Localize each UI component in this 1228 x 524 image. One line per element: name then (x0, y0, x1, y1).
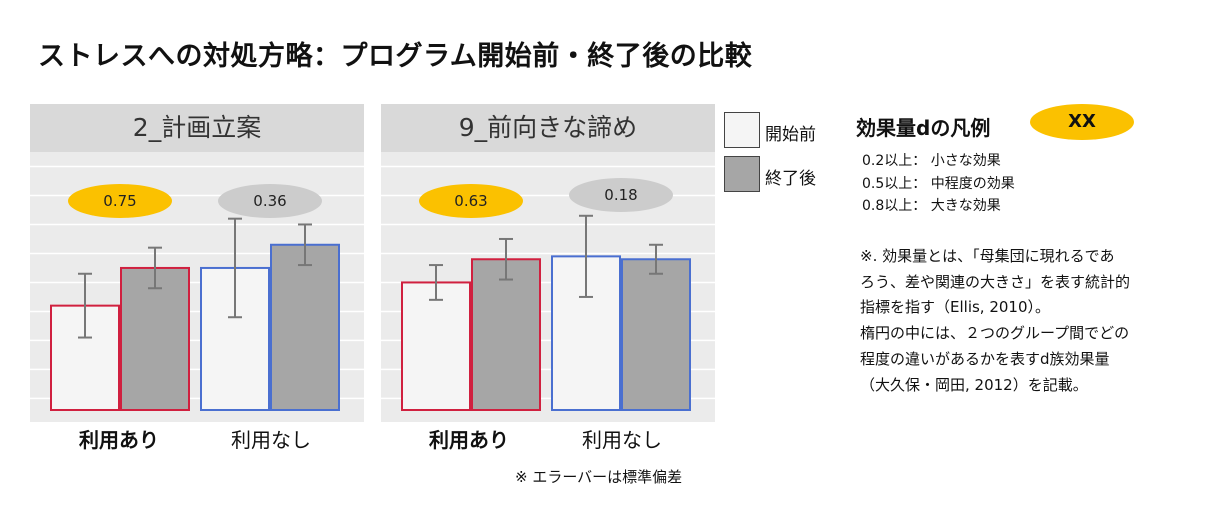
chart-panel-resignation: 9_前向きな諦め 0.63 0.18 (381, 104, 715, 422)
bar-pre (401, 281, 471, 411)
x-label-nonuser: 利用なし (231, 428, 311, 452)
x-label-user: 利用あり (429, 428, 509, 452)
bar-post (471, 258, 541, 412)
effect-item-medium: 0.5以上： 中程度の効果 (862, 176, 1015, 192)
effect-size-label: 0.18 (604, 186, 637, 204)
note-line: 程度の違いがあるかを表すd族効果量 (860, 350, 1110, 368)
effect-item-small: 0.2以上： 小さな効果 (862, 153, 1001, 169)
effect-size-label: 0.63 (454, 192, 487, 210)
effect-legend-title: 効果量dの凡例 (856, 116, 991, 140)
x-label-nonuser: 利用なし (582, 428, 662, 452)
effect-size-pill (569, 178, 673, 212)
page-title: ストレスへの対処方略：プログラム開始前・終了後の比較 (38, 41, 753, 72)
bar-post (270, 243, 340, 412)
legend-swatch-post (724, 156, 760, 192)
note-line: （大久保・岡田, 2012）を記載。 (860, 376, 1088, 394)
effect-item-large: 0.8以上： 大きな効果 (862, 198, 1001, 214)
note-line: ※. 効果量とは、「母集団に現れるであ (860, 247, 1115, 265)
bar-chart-resignation: 0.63 0.18 (381, 165, 715, 412)
x-label-user: 利用あり (79, 428, 159, 452)
effect-legend-pill: XX (1030, 104, 1134, 140)
legend-label-post: 終了後 (765, 169, 816, 189)
note-line: 指標を指す（Ellis, 2010）。 (860, 298, 1051, 316)
legend-swatch-pre (724, 112, 760, 148)
panel-title: 2_計画立案 (30, 104, 364, 152)
legend-label-pre: 開始前 (765, 125, 816, 145)
effect-size-pill (419, 184, 523, 218)
note-line: 楕円の中には、２つのグループ間でどの (860, 324, 1130, 342)
panel-title: 9_前向きな諦め (381, 104, 715, 152)
effect-size-pill (218, 184, 322, 218)
effect-size-label: 0.75 (103, 192, 136, 210)
chart-panel-planning: 2_計画立案 0.75 0.36 (30, 104, 364, 422)
effect-size-label: 0.36 (253, 192, 286, 210)
effect-size-pill (68, 184, 172, 218)
bar-chart-planning: 0.75 0.36 (30, 165, 364, 412)
bar-post (621, 258, 691, 412)
note-line: ろう、差や関連の大きさ」を表す統計的 (860, 273, 1131, 291)
error-bar-footnote: ※ エラーバーは標準偏差 (515, 468, 683, 486)
bar-post (120, 266, 190, 411)
